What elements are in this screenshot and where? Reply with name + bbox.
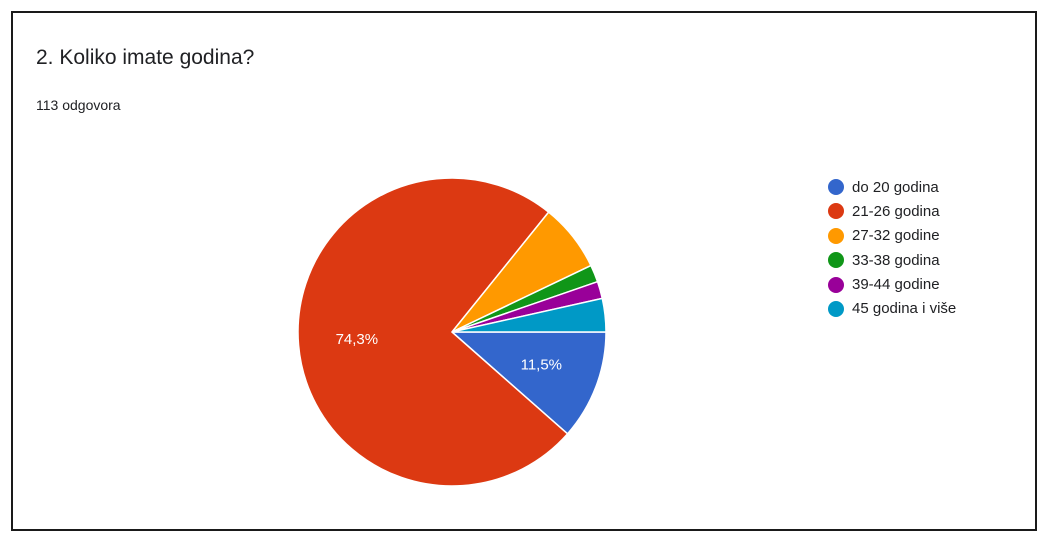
pie-slice[interactable]	[450, 331, 607, 435]
legend-label: 33-38 godina	[852, 251, 940, 269]
legend-item[interactable]: 33-38 godina	[828, 249, 956, 271]
legend-swatch	[828, 179, 844, 195]
question-title: 2. Koliko imate godina?	[36, 46, 255, 69]
legend-label: 45 godina i više	[852, 300, 957, 318]
legend-item[interactable]: do 20 godina	[828, 176, 956, 198]
legend-item[interactable]: 39-44 godine	[828, 274, 956, 296]
pie-chart: 11,5% 74,3%	[297, 177, 607, 487]
slice-label: 74,3%	[336, 331, 379, 348]
legend-swatch	[828, 300, 844, 317]
legend-swatch	[828, 276, 844, 293]
response-count: 113 odgovora	[36, 97, 121, 113]
legend-label: 27-32 godine	[852, 227, 940, 245]
legend-label: 39-44 godine	[852, 276, 940, 294]
legend-item[interactable]: 27-32 godine	[828, 225, 956, 247]
pie-slice[interactable]	[451, 297, 607, 333]
slice-label: 11,5%	[521, 357, 562, 374]
question-card: 2. Koliko imate godina? 113 odgovora 11,…	[11, 11, 1037, 531]
chart-legend: do 20 godina 21-26 godina 27-32 godine 33-3…	[828, 176, 956, 322]
pie-slices	[297, 177, 607, 487]
legend-label: do 20 godina	[852, 178, 939, 196]
pie-slice[interactable]	[297, 177, 569, 487]
legend-swatch	[828, 203, 844, 220]
legend-item[interactable]: 21-26 godina	[828, 200, 956, 222]
pie-labels: 11,5% 74,3%	[336, 331, 562, 374]
legend-swatch	[828, 252, 844, 269]
legend-swatch	[828, 227, 844, 244]
legend-label: 21-26 godina	[852, 202, 940, 220]
legend-item[interactable]: 45 godina i više	[828, 298, 956, 320]
